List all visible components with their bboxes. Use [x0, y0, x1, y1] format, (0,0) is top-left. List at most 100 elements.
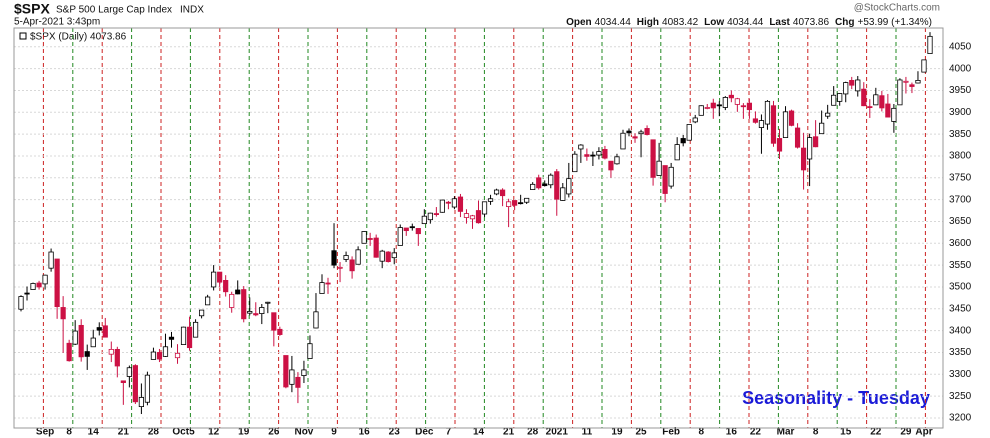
annotation: Seasonality - Tuesday: [742, 388, 930, 408]
candle-body: [831, 94, 837, 106]
candle-body: [439, 199, 445, 213]
quote-value: 4034.44: [727, 17, 764, 28]
candle-body: [385, 251, 391, 263]
candle-body: [186, 326, 193, 349]
candle-body: [764, 100, 771, 125]
candle-body: [867, 106, 873, 109]
watermark: @StockCharts.com: [854, 3, 940, 14]
candle-body: [662, 165, 668, 194]
candle-body: [102, 325, 108, 338]
candle-body: [205, 296, 211, 306]
candle-body: [60, 307, 66, 320]
candle-body: [84, 351, 90, 357]
candle-body: [843, 82, 849, 95]
quote-label: Low: [704, 17, 724, 28]
timestamp: 5-Apr-2021 3:43pm: [14, 17, 100, 28]
x-tick-label: 7: [446, 427, 452, 438]
candle-body: [554, 171, 560, 200]
candle-body: [78, 324, 84, 358]
x-tick-label: 16: [726, 427, 738, 438]
candle-body: [800, 147, 807, 171]
x-tick-label: 21: [118, 427, 130, 438]
y-tick-label: 3200: [949, 413, 972, 424]
x-tick-label: 14: [473, 427, 485, 438]
candle-body: [174, 352, 181, 359]
candle-body: [18, 296, 24, 310]
quote-value: +53.99 (+1.34%): [858, 17, 933, 28]
candle-body: [518, 202, 524, 205]
candle-body: [96, 327, 102, 331]
x-tick-label: 11: [582, 427, 593, 438]
candle-body: [36, 282, 42, 288]
candle-body: [349, 259, 355, 272]
quote-value: 4083.42: [662, 17, 699, 28]
x-tick-label: 9: [331, 427, 337, 438]
candle-body: [897, 79, 903, 106]
candle-body: [578, 144, 584, 150]
x-tick-label: 12: [208, 427, 220, 438]
candle-body: [794, 127, 801, 148]
candle-body: [487, 198, 494, 202]
candle-body: [421, 215, 427, 225]
candle-body: [156, 352, 163, 360]
candle-body: [271, 312, 277, 331]
candle-body: [638, 131, 644, 135]
symbol: $SPX: [14, 1, 50, 17]
y-tick-label: 3350: [949, 347, 972, 358]
candle-body: [632, 136, 638, 139]
candle-body: [728, 94, 734, 99]
x-tick-label: 22: [750, 427, 762, 438]
candle-body: [819, 122, 825, 135]
candle-body: [524, 197, 530, 203]
quote-label: Last: [769, 17, 790, 28]
legend-icon: [19, 32, 27, 40]
y-tick-label: 3700: [949, 194, 972, 205]
x-tick-label: 28: [148, 427, 160, 438]
candle-body: [30, 283, 36, 290]
candle-body: [692, 117, 698, 123]
candle-body: [54, 258, 60, 308]
x-tick-label: 8: [698, 427, 704, 438]
y-tick-label: 3550: [949, 260, 972, 271]
y-tick-label: 4000: [949, 63, 972, 74]
x-tick-label: 28: [527, 427, 539, 438]
candle-body: [903, 80, 909, 83]
candle-body: [584, 154, 590, 157]
candle-body: [235, 289, 241, 295]
candle-body: [457, 196, 464, 212]
candle-body: [873, 94, 879, 106]
plot-area: [13, 27, 944, 429]
candle-body: [566, 178, 572, 195]
candle-body: [463, 213, 470, 218]
candle-body: [885, 103, 891, 118]
plot-area: [13, 27, 944, 429]
candle-body: [198, 309, 205, 317]
candle-body: [343, 255, 349, 260]
candle-body: [861, 88, 867, 107]
candle-body: [150, 351, 157, 360]
x-tick-label: 14: [88, 427, 100, 438]
candle-body: [331, 250, 337, 266]
candle-body: [656, 160, 662, 176]
y-tick-label: 3650: [949, 216, 972, 227]
x-tick-label: 25: [635, 427, 647, 438]
y-tick-label: 4050: [949, 41, 972, 52]
y-tick-label: 3900: [949, 107, 972, 118]
y-tick-label: 3400: [949, 325, 972, 336]
candle-body: [722, 97, 728, 108]
candle-body: [686, 124, 692, 141]
candle-body: [409, 226, 415, 229]
candle-body: [680, 138, 686, 144]
candle-body: [469, 215, 476, 220]
candle-body: [295, 376, 301, 388]
candle-body: [542, 183, 548, 187]
candle-body: [355, 249, 361, 265]
candle-body: [813, 136, 819, 148]
candle-body: [259, 307, 265, 314]
candle-body: [493, 189, 500, 195]
candle-body: [361, 231, 367, 244]
y-tick-label: 3500: [949, 282, 972, 293]
candle-body: [782, 111, 789, 139]
x-tick-label: Nov: [294, 427, 313, 438]
candle-body: [373, 237, 379, 258]
